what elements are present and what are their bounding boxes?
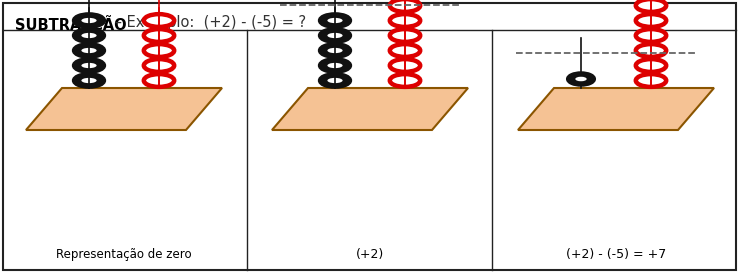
Text: – Exemplo:  (+2) - (-5) = ?: – Exemplo: (+2) - (-5) = ? [110,15,306,30]
Ellipse shape [575,77,587,81]
Text: (+2): (+2) [356,248,384,261]
Ellipse shape [144,29,174,42]
Ellipse shape [81,33,97,38]
Ellipse shape [144,14,174,27]
Ellipse shape [144,59,174,72]
Ellipse shape [327,78,343,83]
Ellipse shape [320,74,350,87]
Ellipse shape [320,29,350,42]
Ellipse shape [636,44,666,57]
Ellipse shape [327,48,343,53]
Ellipse shape [636,0,666,12]
Ellipse shape [74,29,104,42]
Ellipse shape [389,0,420,12]
Polygon shape [272,88,468,130]
Text: (+2) - (-5) = +7: (+2) - (-5) = +7 [566,248,666,261]
Ellipse shape [81,48,97,53]
Ellipse shape [144,74,174,87]
Ellipse shape [81,63,97,68]
Ellipse shape [636,59,666,72]
Ellipse shape [327,63,343,68]
Ellipse shape [81,18,97,23]
Ellipse shape [327,33,343,38]
Ellipse shape [389,59,420,72]
FancyBboxPatch shape [3,3,736,270]
Polygon shape [26,88,222,130]
Ellipse shape [636,29,666,42]
Ellipse shape [320,59,350,72]
Ellipse shape [389,29,420,42]
Ellipse shape [144,44,174,57]
Ellipse shape [320,14,350,27]
Polygon shape [518,88,714,130]
Ellipse shape [81,78,97,83]
Ellipse shape [74,44,104,57]
Ellipse shape [327,18,343,23]
Ellipse shape [568,73,594,85]
Ellipse shape [636,74,666,87]
Ellipse shape [74,59,104,72]
Ellipse shape [636,14,666,27]
Text: Representação de zero: Representação de zero [56,248,192,261]
Ellipse shape [389,74,420,87]
Ellipse shape [389,14,420,27]
Ellipse shape [320,44,350,57]
Text: SUBTRACÇÃO: SUBTRACÇÃO [15,15,126,33]
Ellipse shape [74,74,104,87]
Ellipse shape [389,44,420,57]
Ellipse shape [74,14,104,27]
